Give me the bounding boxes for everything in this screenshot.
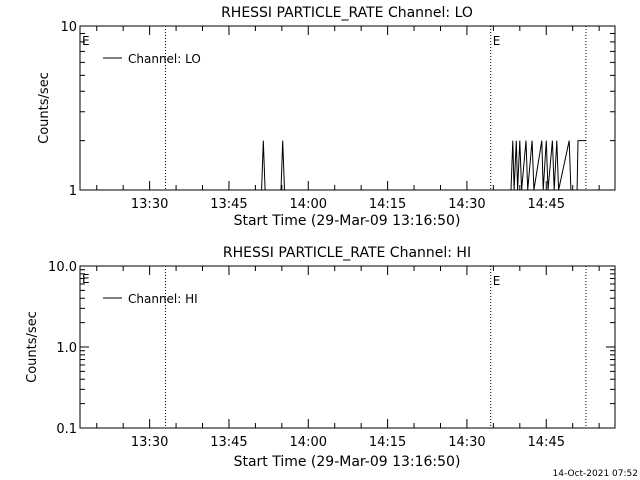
hi-channel-panel: RHESSI PARTICLE_RATE Channel: HI 0.1 1.0 1… xyxy=(25,245,616,470)
y-tick-label: 1 xyxy=(69,184,77,199)
chart-title: RHESSI PARTICLE_RATE Channel: LO xyxy=(221,5,473,21)
y-tick-label: 10.0 xyxy=(48,260,77,275)
chart-title: RHESSI PARTICLE_RATE Channel: HI xyxy=(223,245,471,261)
y-axis-label: Counts/sec xyxy=(37,72,52,144)
x-axis: 13:30 13:45 14:00 14:15 14:30 14:45 xyxy=(96,26,600,212)
legend-label: Channel: HI xyxy=(128,292,198,306)
x-tick-label: 13:45 xyxy=(210,435,247,450)
lo-channel-panel: RHESSI PARTICLE_RATE Channel: LO 1 10 13:… xyxy=(37,5,616,229)
plot-frame xyxy=(79,25,616,191)
x-axis-label: Start Time (29-Mar-09 13:16:50) xyxy=(234,213,461,229)
x-tick-label: 13:45 xyxy=(210,197,247,212)
event-lines: E xyxy=(164,266,587,428)
event-lines: E xyxy=(164,26,587,190)
x-tick-label: 14:45 xyxy=(528,435,565,450)
x-tick-label: 14:30 xyxy=(448,435,485,450)
x-axis: 13:30 13:45 14:00 14:15 14:30 14:45 xyxy=(96,266,600,450)
left-event-marker: E xyxy=(82,34,90,48)
x-tick-label: 14:00 xyxy=(290,197,327,212)
x-tick-label: 14:15 xyxy=(369,435,406,450)
event-label: E xyxy=(493,34,501,48)
y-axis-label: Counts/sec xyxy=(25,311,40,383)
series-layer xyxy=(80,140,586,191)
x-tick-label: 14:45 xyxy=(528,197,565,212)
event-label: E xyxy=(493,274,501,288)
x-tick-label: 14:15 xyxy=(369,197,406,212)
y-tick-label: 0.1 xyxy=(56,422,77,437)
x-tick-label: 14:30 xyxy=(448,197,485,212)
y-tick-label: 1.0 xyxy=(56,341,77,356)
x-tick-label: 13:30 xyxy=(131,197,168,212)
y-tick-label: 10 xyxy=(60,20,77,35)
x-tick-label: 14:00 xyxy=(290,435,327,450)
generation-timestamp: 14-Oct-2021 07:52 xyxy=(553,469,638,479)
x-tick-label: 13:30 xyxy=(131,435,168,450)
y-axis: 1 10 xyxy=(60,20,615,199)
x-axis-label: Start Time (29-Mar-09 13:16:50) xyxy=(234,454,461,470)
legend-label: Channel: LO xyxy=(128,52,201,66)
y-axis: 0.1 1.0 10.0 xyxy=(48,260,615,437)
series-line xyxy=(80,140,586,191)
left-event-marker: E xyxy=(82,272,90,286)
plot-frame xyxy=(79,265,616,429)
